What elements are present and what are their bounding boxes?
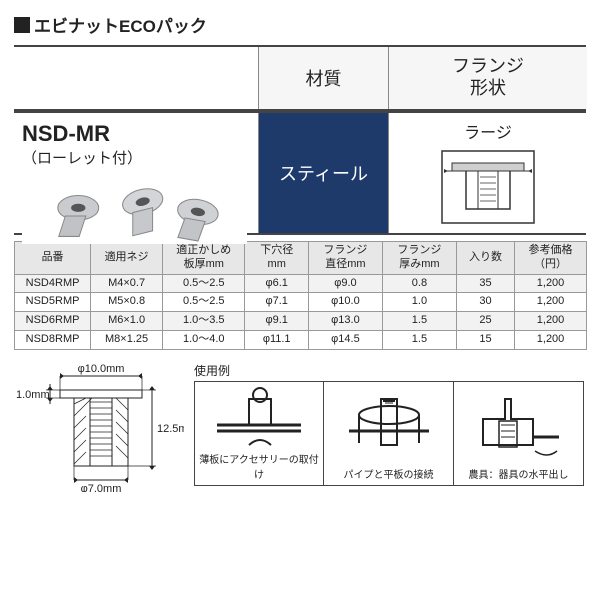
table-cell: 0.5～2.5 [163, 274, 245, 293]
header-value-row: NSD-MR （ローレット付） [14, 111, 586, 235]
table-cell: 0.8 [382, 274, 456, 293]
table-cell: M8×1.25 [91, 330, 163, 349]
table-cell: φ6.1 [245, 274, 308, 293]
table-cell: φ11.1 [245, 330, 308, 349]
dimension-diagram: φ10.0mm [14, 362, 184, 492]
table-cell: 1,200 [515, 274, 587, 293]
col-hole: 下穴径 mm [245, 242, 308, 275]
usage-grid: 薄板にアクセサリーの取付け パイプと平板の接続 [194, 381, 586, 486]
table-cell: 1,200 [515, 312, 587, 331]
table-cell: NSD4RMP [15, 274, 91, 293]
table-cell: M5×0.8 [91, 293, 163, 312]
header-material-label: 材質 [259, 47, 389, 109]
bottom-row: φ10.0mm [14, 362, 586, 492]
usage-2-caption: パイプと平板の接続 [344, 466, 434, 481]
table-cell: 0.5～2.5 [163, 293, 245, 312]
table-cell: φ10.0 [308, 293, 382, 312]
spec-table-head: 品番 適用ネジ 適正かしめ 板厚mm 下穴径 mm フランジ 直径mm フランジ… [15, 242, 587, 275]
header-flange-label: フランジ 形状 [389, 47, 587, 109]
col-thread: 適用ネジ [91, 242, 163, 275]
table-cell: φ13.0 [308, 312, 382, 331]
product-sub: （ローレット付） [22, 147, 142, 168]
table-cell: 1.5 [382, 330, 456, 349]
table-cell: M4×0.7 [91, 274, 163, 293]
table-cell: φ7.1 [245, 293, 308, 312]
flange-cell: ラージ [389, 113, 587, 233]
table-cell: 1,200 [515, 293, 587, 312]
col-flange-thick: フランジ 厚みmm [382, 242, 456, 275]
usage-3: 農具：器具の水平出し [454, 381, 584, 486]
usage-2-icon [328, 386, 449, 466]
table-cell: 1,200 [515, 330, 587, 349]
usage-label: 使用例 [194, 362, 586, 379]
page-title-row: エビナットECOパック [14, 12, 586, 37]
flange-value: ラージ [464, 119, 512, 143]
table-cell: NSD8RMP [15, 330, 91, 349]
spec-table-body: NSD4RMPM4×0.70.5～2.5φ6.1φ9.00.8351,200NS… [15, 274, 587, 349]
header-label-row: 材質 フランジ 形状 [14, 45, 586, 111]
usage-2: パイプと平板の接続 [324, 381, 454, 486]
table-cell: M6×1.0 [91, 312, 163, 331]
table-cell: NSD5RMP [15, 293, 91, 312]
table-cell: 15 [456, 330, 514, 349]
usage-section: 使用例 薄板にアクセサリーの取付け [194, 362, 586, 486]
table-cell: 25 [456, 312, 514, 331]
spec-table: 品番 適用ネジ 適正かしめ 板厚mm 下穴径 mm フランジ 直径mm フランジ… [14, 241, 587, 350]
product-image [22, 172, 247, 244]
table-cell: 1.5 [382, 312, 456, 331]
table-cell: φ9.0 [308, 274, 382, 293]
table-row: NSD6RMPM6×1.01.0～3.5φ9.1φ13.01.5251,200 [15, 312, 587, 331]
usage-1-caption: 薄板にアクセサリーの取付け [199, 451, 319, 481]
title-marker-square [14, 17, 30, 33]
usage-3-caption: 農具：器具の水平出し [469, 466, 569, 481]
table-cell: NSD6RMP [15, 312, 91, 331]
flange-diagram-icon [438, 147, 538, 227]
table-row: NSD8RMPM8×1.251.0～4.0φ11.1φ14.51.5151,20… [15, 330, 587, 349]
table-cell: φ14.5 [308, 330, 382, 349]
usage-3-icon [458, 386, 579, 466]
usage-1-icon [199, 381, 319, 451]
table-cell: φ9.1 [245, 312, 308, 331]
page-title: エビナットECOパック [34, 12, 207, 37]
col-qty: 入り数 [456, 242, 514, 275]
col-partno: 品番 [15, 242, 91, 275]
dim-right: 12.5mm [157, 423, 184, 435]
dim-left: 1.0mm [16, 389, 50, 401]
col-flange-dia: フランジ 直径mm [308, 242, 382, 275]
product-name: NSD-MR [22, 121, 110, 147]
table-cell: 35 [456, 274, 514, 293]
table-row: NSD4RMPM4×0.70.5～2.5φ6.1φ9.00.8351,200 [15, 274, 587, 293]
product-cell: NSD-MR （ローレット付） [14, 113, 259, 233]
dim-bottom: φ7.0mm [81, 483, 122, 492]
col-grip: 適正かしめ 板厚mm [163, 242, 245, 275]
table-cell: 30 [456, 293, 514, 312]
header-blank [14, 47, 259, 109]
usage-1: 薄板にアクセサリーの取付け [194, 381, 324, 486]
col-price: 参考価格 （円） [515, 242, 587, 275]
table-cell: 1.0～4.0 [163, 330, 245, 349]
table-row: NSD5RMPM5×0.80.5～2.5φ7.1φ10.01.0301,200 [15, 293, 587, 312]
table-cell: 1.0 [382, 293, 456, 312]
table-cell: 1.0～3.5 [163, 312, 245, 331]
dim-top: φ10.0mm [78, 363, 125, 375]
material-value: スティール [259, 113, 389, 233]
